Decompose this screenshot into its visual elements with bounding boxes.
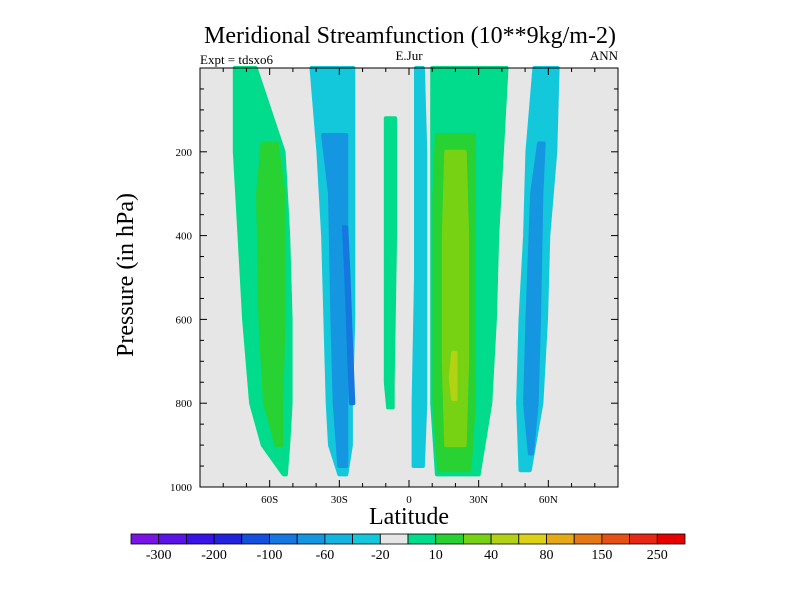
experiment-label: Expt = tdsxo6: [200, 52, 274, 67]
contour-nh-cell-core: [441, 149, 470, 448]
y-tick-label: 400: [176, 231, 193, 243]
colorbar-label: -60: [316, 548, 335, 563]
colorbar-swatch: [546, 533, 575, 545]
x-tick-label: 30N: [469, 494, 488, 506]
contour-nh-cell-max: [448, 350, 458, 401]
colorbar-swatch: [601, 533, 631, 545]
contour-sh-cell-core: [342, 225, 356, 406]
colorbar-label: -100: [257, 548, 283, 563]
colorbar: -300 -200 -100 -60 -20 10 40 80 150 250: [130, 533, 686, 563]
x-axis-label: Latitude: [369, 504, 449, 530]
x-tick-label: 30S: [331, 494, 348, 506]
colorbar-swatch: [352, 533, 381, 545]
y-tick-label: 1000: [170, 482, 193, 494]
x-tick-label: 60S: [261, 494, 278, 506]
contour-fills: [232, 66, 560, 477]
colorbar-swatch: [656, 533, 686, 545]
x-tick-label: 0: [406, 494, 412, 506]
colorbar-swatch: [518, 533, 547, 545]
colorbar-swatch: [629, 533, 658, 545]
contour-sh-outer-core: [256, 141, 286, 448]
colorbar-label: 80: [540, 548, 554, 563]
y-tick-label: 800: [176, 398, 193, 410]
y-axis-label: Pressure (in hPa): [113, 193, 139, 357]
colorbar-label: -20: [371, 548, 390, 563]
colorbar-swatch: [185, 533, 215, 545]
colorbar-label: 40: [484, 548, 498, 563]
colorbar-swatch: [296, 533, 326, 545]
colorbar-label: -200: [201, 548, 227, 563]
season-label: ANN: [590, 48, 619, 63]
y-axis: 200 400 600 800 1000: [170, 88, 618, 494]
colorbar-swatch: [379, 533, 409, 545]
colorbar-swatch: [573, 533, 603, 545]
colorbar-swatch: [213, 533, 243, 545]
colorbar-swatch: [435, 533, 464, 545]
x-tick-label: 60N: [539, 494, 558, 506]
colorbar-swatch: [241, 533, 270, 545]
y-tick-label: 200: [176, 147, 193, 159]
y-tick-label: 600: [176, 314, 193, 326]
colorbar-swatch: [130, 533, 160, 545]
colorbar-swatch: [269, 533, 298, 545]
contour-equatorial-strip: [411, 66, 428, 468]
center-label: E.Jur: [395, 48, 423, 63]
chart-title: Meridional Streamfunction (10**9kg/m-2): [204, 23, 616, 49]
contour-tropical-strip: [383, 116, 398, 410]
colorbar-label: -300: [146, 548, 172, 563]
colorbar-label: 10: [429, 548, 443, 563]
colorbar-swatch: [324, 533, 353, 545]
colorbar-swatch: [490, 533, 520, 545]
contour-sh-cell-mid: [321, 133, 349, 468]
colorbar-swatch: [158, 533, 187, 545]
x-axis: 60S 30S 0 30N 60N: [222, 68, 596, 506]
colorbar-swatch: [407, 533, 437, 545]
contour-nh-outer-core: [523, 141, 546, 456]
colorbar-swatch: [462, 533, 492, 545]
colorbar-label: 150: [591, 548, 612, 563]
colorbar-label: 250: [647, 548, 668, 563]
